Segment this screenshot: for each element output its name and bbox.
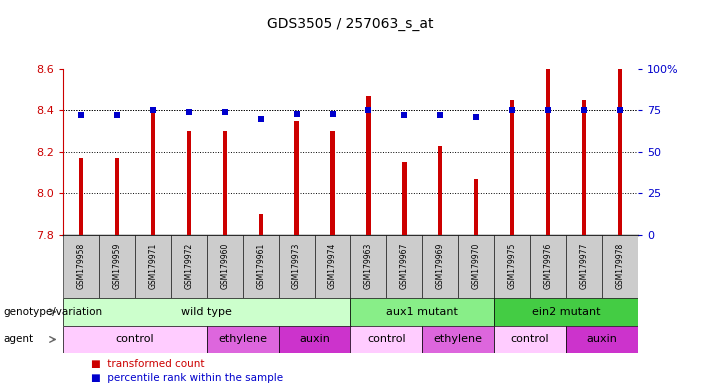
Text: ■  transformed count: ■ transformed count	[91, 359, 205, 369]
Text: auxin: auxin	[299, 334, 330, 344]
Bar	[438, 146, 442, 235]
Text: GSM179967: GSM179967	[400, 243, 409, 290]
Point	[147, 108, 158, 114]
Point	[399, 113, 410, 119]
Text: aux1 mutant: aux1 mutant	[386, 307, 458, 317]
Bar	[566, 235, 602, 298]
Bar	[510, 100, 515, 235]
Bar	[458, 235, 494, 298]
Point	[291, 111, 302, 117]
Bar	[207, 326, 278, 353]
Bar	[494, 326, 566, 353]
Bar	[582, 100, 586, 235]
Text: GSM179972: GSM179972	[184, 243, 193, 290]
Text: GSM179977: GSM179977	[580, 243, 589, 290]
Bar	[243, 235, 278, 298]
Point	[614, 108, 625, 114]
Text: GSM179971: GSM179971	[149, 243, 158, 290]
Bar	[294, 121, 299, 235]
Text: GDS3505 / 257063_s_at: GDS3505 / 257063_s_at	[267, 17, 434, 31]
Bar	[494, 298, 638, 326]
Bar	[315, 235, 350, 298]
Text: ethylene: ethylene	[434, 334, 483, 344]
Point	[76, 113, 87, 119]
Bar	[278, 326, 350, 353]
Text: GSM179969: GSM179969	[436, 243, 445, 290]
Point	[435, 113, 446, 119]
Bar	[546, 69, 550, 235]
Bar	[151, 111, 155, 235]
Point	[255, 116, 266, 122]
Bar	[223, 131, 227, 235]
Bar	[494, 235, 530, 298]
Point	[470, 114, 482, 120]
Point	[543, 108, 554, 114]
Bar	[350, 235, 386, 298]
Text: GSM179973: GSM179973	[292, 243, 301, 290]
Bar	[63, 235, 99, 298]
Bar	[330, 131, 334, 235]
Text: GSM179961: GSM179961	[256, 243, 265, 290]
Text: GSM179960: GSM179960	[220, 243, 229, 290]
Text: ■  percentile rank within the sample: ■ percentile rank within the sample	[91, 373, 283, 383]
Bar	[530, 235, 566, 298]
Text: GSM179978: GSM179978	[615, 243, 625, 290]
Text: control: control	[511, 334, 550, 344]
Bar	[63, 326, 207, 353]
Bar	[350, 326, 422, 353]
Bar	[422, 326, 494, 353]
Point	[363, 108, 374, 114]
Bar	[278, 235, 315, 298]
Bar	[63, 298, 350, 326]
Bar	[79, 158, 83, 235]
Bar	[602, 235, 638, 298]
Text: control: control	[367, 334, 406, 344]
Bar	[186, 131, 191, 235]
Point	[507, 108, 518, 114]
Text: GSM179958: GSM179958	[76, 243, 86, 290]
Text: ein2 mutant: ein2 mutant	[532, 307, 600, 317]
Text: auxin: auxin	[587, 334, 618, 344]
Bar	[350, 298, 494, 326]
Text: control: control	[116, 334, 154, 344]
Bar	[135, 235, 171, 298]
Text: GSM179963: GSM179963	[364, 243, 373, 290]
Bar	[402, 162, 407, 235]
Text: wild type: wild type	[182, 307, 232, 317]
Point	[327, 111, 338, 117]
Point	[183, 109, 194, 115]
Bar	[618, 69, 622, 235]
Bar	[474, 179, 478, 235]
Bar	[367, 96, 371, 235]
Point	[111, 113, 123, 119]
Text: GSM179959: GSM179959	[112, 243, 121, 290]
Bar	[422, 235, 458, 298]
Text: GSM179970: GSM179970	[472, 243, 481, 290]
Bar	[207, 235, 243, 298]
Point	[219, 109, 231, 115]
Text: genotype/variation: genotype/variation	[4, 307, 102, 317]
Bar	[386, 235, 422, 298]
Bar	[259, 214, 263, 235]
Text: agent: agent	[4, 334, 34, 344]
Bar	[171, 235, 207, 298]
Text: GSM179975: GSM179975	[508, 243, 517, 290]
Text: GSM179974: GSM179974	[328, 243, 337, 290]
Bar	[99, 235, 135, 298]
Text: GSM179976: GSM179976	[543, 243, 552, 290]
Point	[578, 108, 590, 114]
Bar	[115, 158, 119, 235]
Text: ethylene: ethylene	[218, 334, 267, 344]
Bar	[566, 326, 638, 353]
